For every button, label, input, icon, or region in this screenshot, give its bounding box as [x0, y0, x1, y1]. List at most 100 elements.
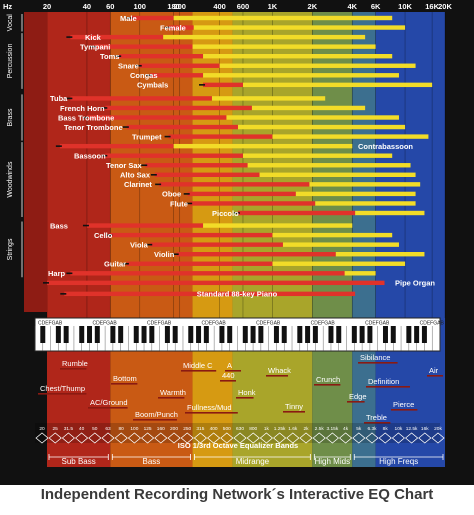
- fundamental-bar: [70, 34, 164, 40]
- fundamental-bar: [126, 124, 238, 130]
- black-key: [406, 326, 412, 343]
- descriptor-label: Bottom: [113, 374, 137, 383]
- eq-band-curve: [418, 432, 432, 444]
- range-extent-mark: [135, 64, 142, 67]
- instrument-label: Cello: [94, 231, 113, 240]
- harmonics-bar: [309, 182, 421, 187]
- descriptor-label: A: [227, 361, 232, 370]
- range-extent-mark: [43, 282, 49, 284]
- eq-band-strip: [35, 423, 440, 443]
- octave-label: CDEFGAB: [38, 321, 63, 327]
- harmonics-bar: [173, 15, 393, 21]
- black-key: [359, 326, 365, 343]
- descriptor-label: Rumble: [62, 359, 88, 368]
- harmonics-bar: [272, 232, 393, 238]
- fundamental-bar: [110, 232, 273, 238]
- descriptor-label: Honk: [238, 388, 256, 397]
- fundamental-bar: [187, 191, 296, 197]
- range-extent-mark: [126, 17, 133, 19]
- black-key: [133, 326, 139, 343]
- instrument-label: Bassoon: [74, 152, 106, 161]
- instrument-label: Flute: [170, 199, 188, 208]
- range-extent-mark: [183, 193, 190, 195]
- eq-band-label: 400: [210, 426, 218, 432]
- eq-band-curve: [365, 432, 379, 444]
- top-tick-label: 20: [43, 2, 51, 11]
- fundamental-bar: [70, 271, 345, 276]
- black-key: [118, 326, 124, 343]
- eq-band-label: 6.3k: [367, 426, 377, 432]
- instrument-label: Contrabassoon: [358, 142, 413, 151]
- eq-band-label: 20: [39, 426, 45, 432]
- eq-band-label: 31.5: [64, 426, 74, 432]
- range-extent-mark: [146, 74, 153, 77]
- descriptor-label: Pierce: [393, 400, 414, 409]
- octave-label: CDEFGAB: [93, 321, 118, 327]
- descriptor-label: Chest/Thump: [40, 384, 85, 393]
- eq-band-curve: [259, 432, 274, 444]
- descriptor-underline: [220, 380, 236, 382]
- black-key: [351, 326, 357, 343]
- black-key: [87, 326, 93, 343]
- harmonics-bar: [203, 54, 393, 59]
- harmonics-bar: [247, 163, 411, 168]
- harmonics-bar: [203, 73, 399, 78]
- frequency-band-2: [192, 12, 233, 467]
- eq-band-curve: [352, 432, 366, 444]
- eq-band-curve: [404, 432, 419, 444]
- instrument-label: Guitar: [104, 260, 126, 269]
- frequency-band-1: [110, 12, 193, 467]
- descriptor-label: Whack: [268, 366, 291, 375]
- eq-band-label: 100: [130, 426, 138, 432]
- harmonics-bar: [219, 63, 416, 68]
- black-key: [110, 326, 116, 343]
- range-extent-mark: [164, 135, 171, 138]
- range-extent-mark: [82, 116, 89, 119]
- octave-label: CDEFGAB: [311, 321, 336, 327]
- descriptor-underline: [391, 409, 418, 411]
- fundamental-bar: [130, 15, 174, 21]
- range-extent-mark: [66, 97, 73, 100]
- top-axis-unit: Hz: [3, 2, 12, 11]
- range-extent-mark: [122, 262, 129, 265]
- instrument-label: Congas: [130, 71, 158, 80]
- black-key: [40, 326, 46, 343]
- eq-band-curve: [338, 432, 353, 444]
- fundamental-bar: [168, 134, 273, 139]
- eq-band-label: 8k: [383, 426, 389, 432]
- black-key: [414, 326, 420, 343]
- eq-band-label: 63: [105, 426, 111, 432]
- fundamental-bar: [154, 172, 260, 177]
- eq-band-curve: [167, 432, 181, 444]
- eq-band-curve: [286, 432, 300, 444]
- group-label: Woodwinds: [7, 161, 14, 198]
- black-key: [164, 326, 170, 343]
- descriptor-label: Edge: [349, 392, 367, 401]
- octave-label: CDEFGAB: [420, 321, 445, 327]
- fundamental-bar: [119, 54, 204, 59]
- black-key: [55, 326, 61, 343]
- black-key: [367, 326, 373, 343]
- eq-band-label: 80: [119, 426, 125, 432]
- eq-band-curve: [61, 432, 76, 444]
- harmonics-bar: [163, 34, 366, 40]
- piano-keyboard: CDEFGAB CDEFGAB CDEFGAB CDEFGAB CDEFGAB CDEFG…: [34, 317, 445, 352]
- eq-band-curve: [431, 432, 445, 444]
- descriptor-underline: [88, 407, 128, 409]
- black-key: [94, 326, 100, 343]
- fundamental-bar: [59, 143, 174, 149]
- range-extent-mark: [89, 45, 96, 48]
- range-label: High Freqs: [379, 457, 418, 466]
- top-tick-label: 1K: [268, 2, 278, 11]
- instrument-label: Trumpet: [132, 132, 162, 141]
- instrument-label: Toms: [100, 52, 119, 61]
- descriptor-underline: [185, 412, 238, 414]
- black-key: [297, 326, 303, 343]
- black-key: [336, 326, 342, 343]
- instrument-label: Cymbals: [137, 81, 168, 90]
- harmonics-bar: [193, 25, 406, 30]
- eq-band-curve: [193, 432, 208, 444]
- eq-band-curve: [299, 432, 313, 444]
- eq-band-label: 1k: [264, 426, 270, 432]
- eq-band-curve: [246, 432, 260, 444]
